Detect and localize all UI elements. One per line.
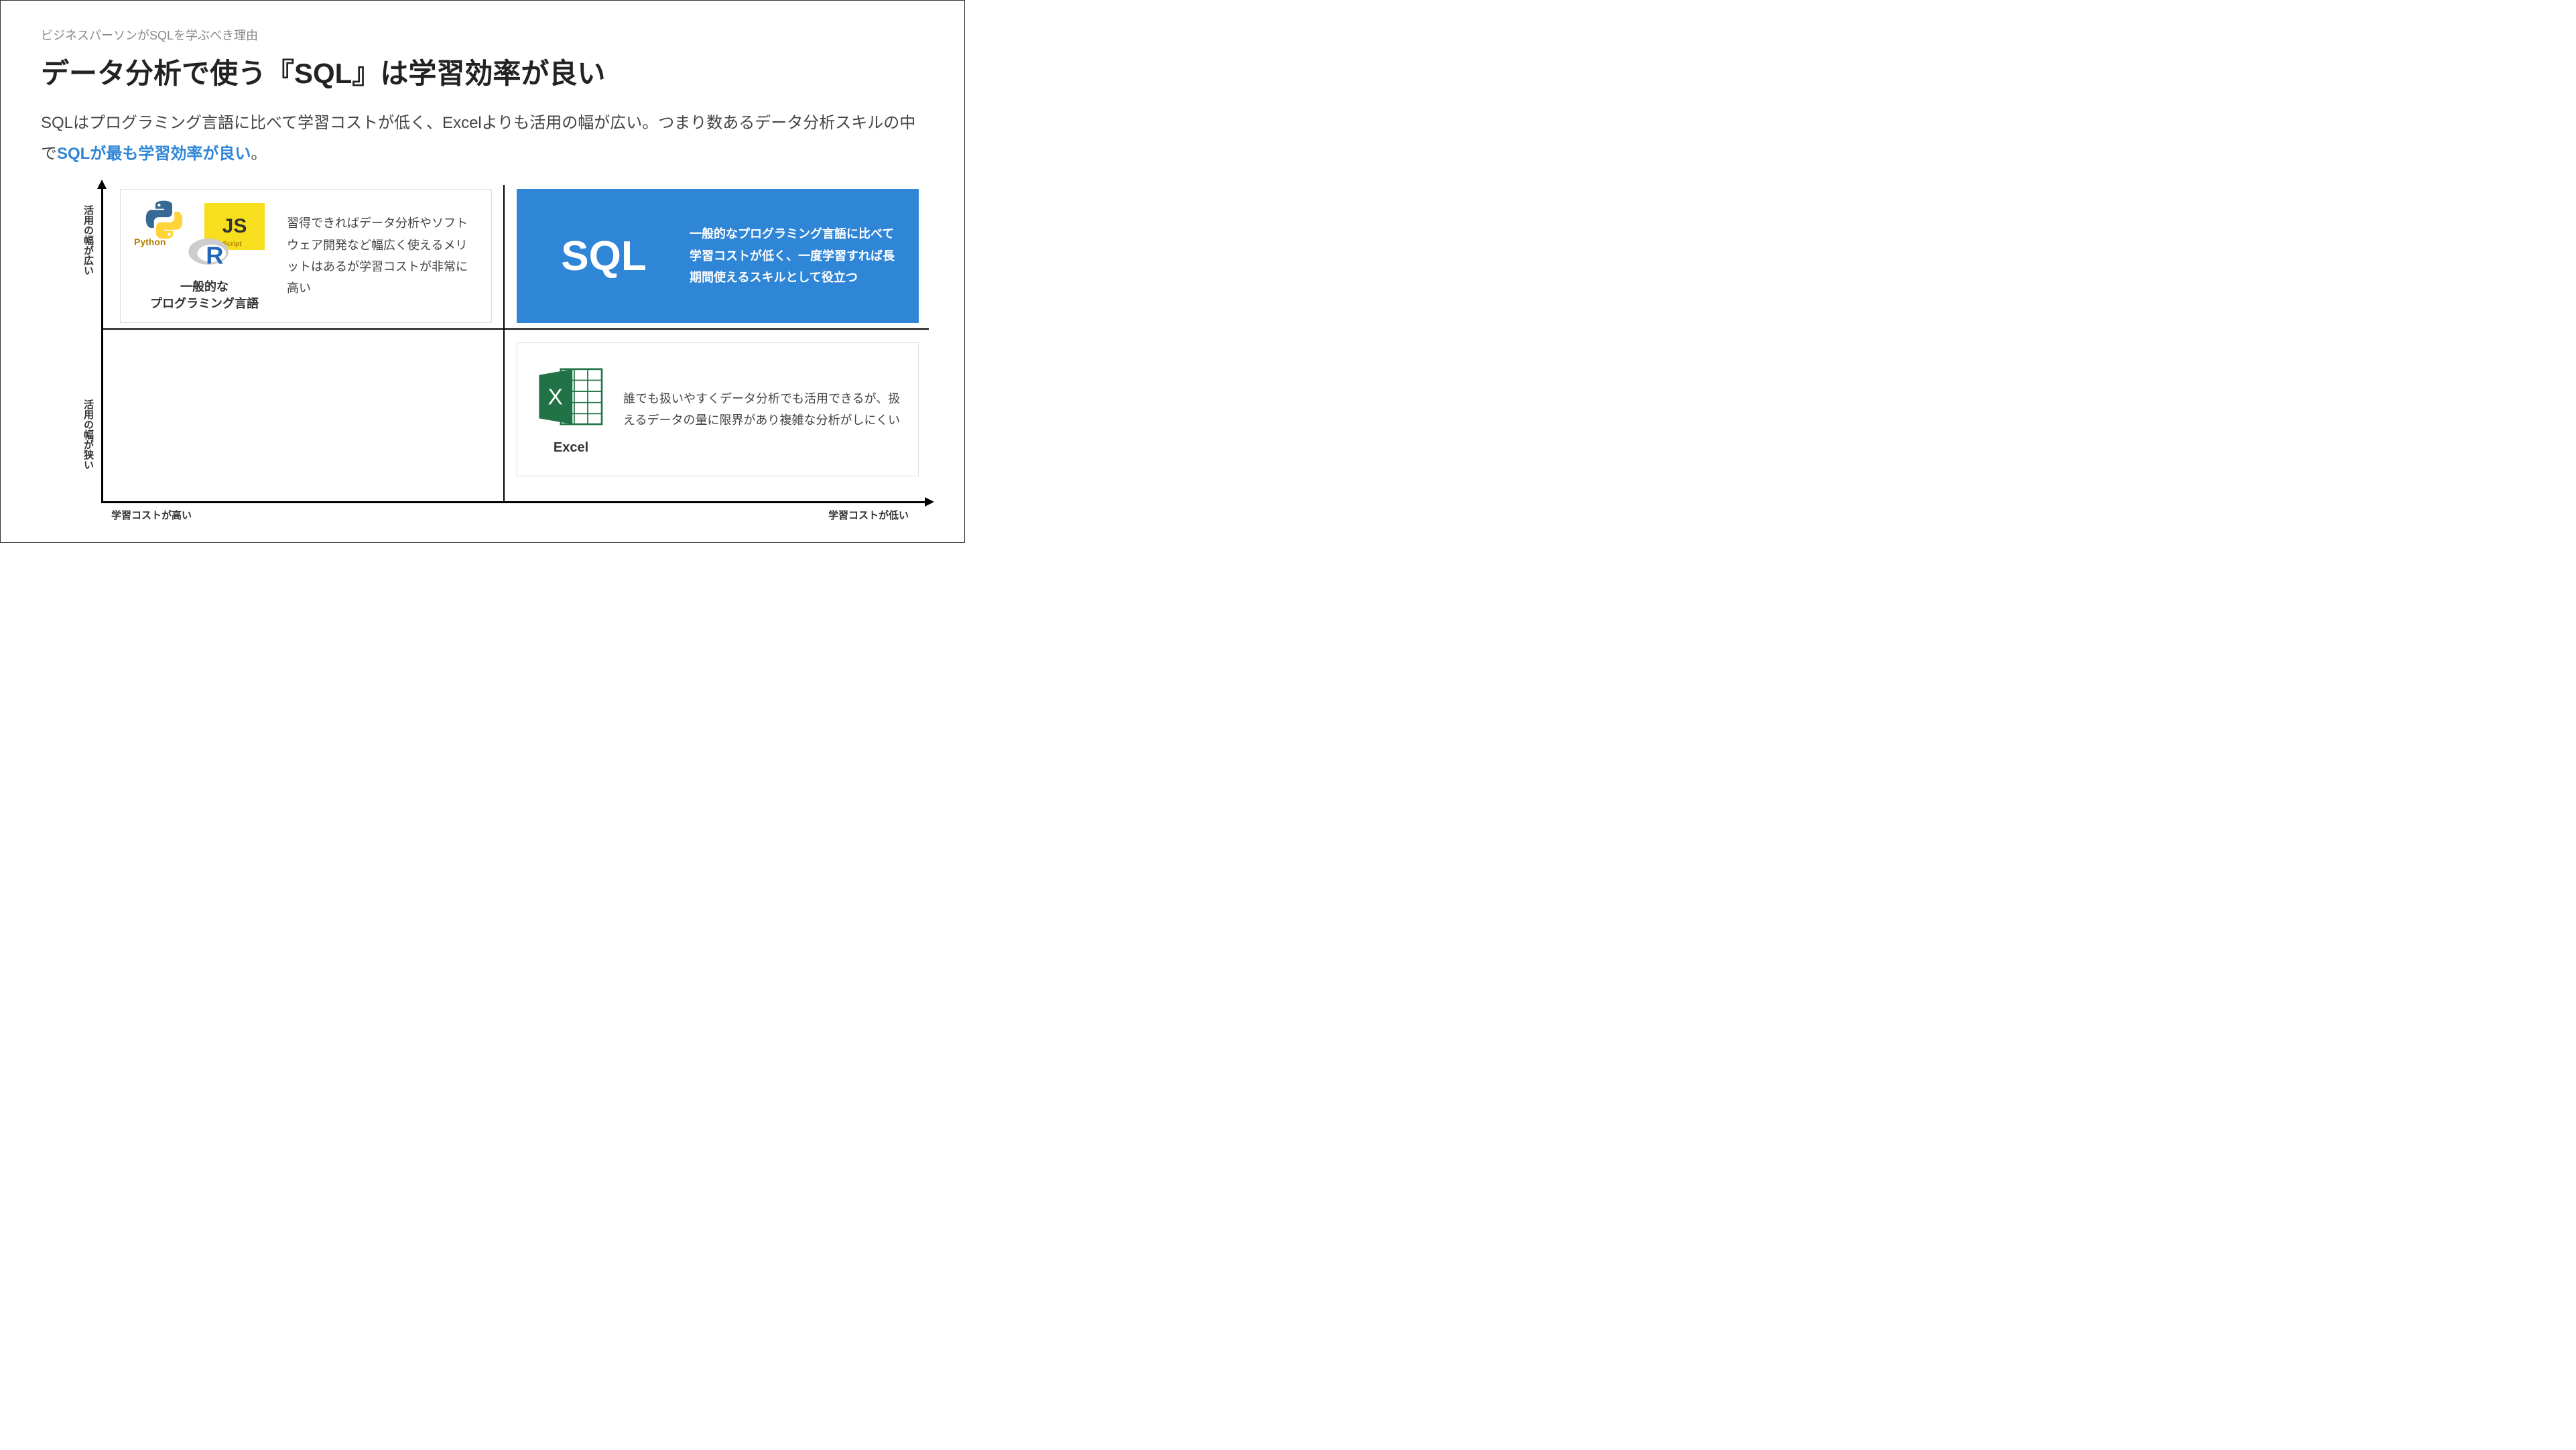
y-axis-label-bottom: 活用の幅が狭い bbox=[81, 399, 95, 470]
excel-icon-area: X Excel bbox=[531, 363, 611, 456]
quadrant-excel: X Excel 誰でも扱いやすくデータ分析でも活用できるが、扱えるデータの量に限… bbox=[517, 342, 919, 476]
programming-description: 習得できればデータ分析やソフトウェア開発など幅広く使えるメリットはあるが学習コス… bbox=[287, 212, 478, 300]
slide-title: データ分析で使う『SQL』は学習効率が良い bbox=[41, 51, 605, 92]
excel-description: 誰でも扱いやすくデータ分析でも活用できるが、扱えるデータの量に限界があり複雑な分… bbox=[623, 388, 905, 432]
svg-text:R: R bbox=[206, 242, 223, 269]
y-axis bbox=[101, 185, 103, 503]
desc-suffix: 。 bbox=[251, 145, 267, 163]
x-axis bbox=[101, 501, 929, 503]
svg-text:X: X bbox=[548, 385, 562, 409]
programming-icons-area: Python JS JavaScript R 一般的な プログラミング言語 bbox=[134, 200, 275, 312]
quadrant-sql: SQL 一般的なプログラミング言語に比べて学習コストが低く、一度学習すれば長期間… bbox=[517, 189, 919, 323]
quadrant-programming: Python JS JavaScript R 一般的な プログラミング言語 習得… bbox=[120, 189, 492, 323]
desc-highlight: SQLが最も学習効率が良い bbox=[57, 145, 251, 163]
python-label: Python bbox=[134, 237, 166, 247]
x-axis-label-left: 学習コストが高い bbox=[111, 508, 192, 522]
programming-icons-cluster: Python JS JavaScript R bbox=[134, 200, 275, 273]
sql-title: SQL bbox=[530, 233, 678, 280]
r-icon: R bbox=[188, 233, 231, 270]
excel-label: Excel bbox=[531, 440, 611, 456]
horizontal-divider bbox=[101, 328, 929, 330]
python-icon bbox=[144, 200, 184, 240]
sql-description: 一般的なプログラミング言語に比べて学習コストが低く、一度学習すれば長期間使えるス… bbox=[690, 223, 905, 288]
x-axis-label-right: 学習コストが低い bbox=[828, 508, 909, 522]
programming-label: 一般的な プログラミング言語 bbox=[134, 279, 275, 312]
y-axis-label-top: 活用の幅が広い bbox=[81, 205, 95, 275]
vertical-divider bbox=[503, 185, 505, 503]
slide-description: SQLはプログラミング言語に比べて学習コストが低く、Excelよりも活用の幅が広… bbox=[41, 108, 924, 169]
slide-subtitle: ビジネスパーソンがSQLを学ぶべき理由 bbox=[41, 26, 258, 44]
excel-icon: X bbox=[536, 363, 606, 430]
quadrant-matrix: 活用の幅が広い 活用の幅が狭い 学習コストが高い 学習コストが低い Python… bbox=[101, 185, 929, 503]
